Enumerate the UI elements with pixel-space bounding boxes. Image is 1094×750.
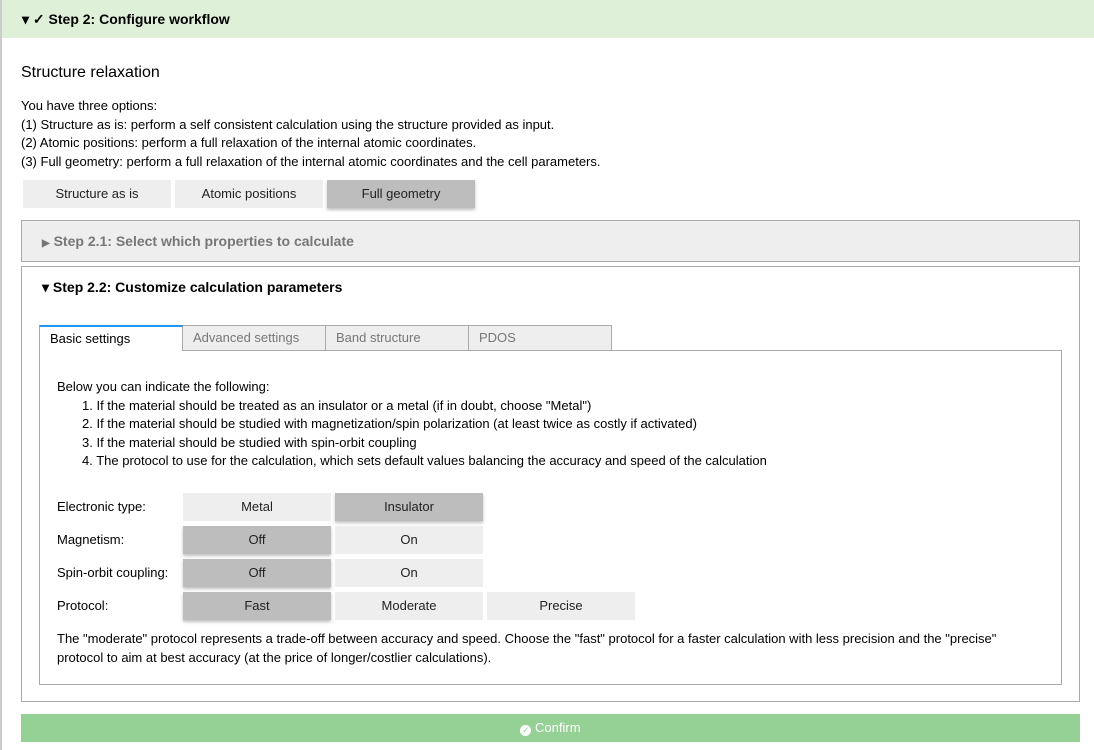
relax-option-atomic-positions[interactable]: Atomic positions (175, 180, 323, 208)
step21-accordion[interactable]: ▶ Step 2.1: Select which properties to c… (21, 220, 1080, 262)
list-item: 3. If the material should be studied wit… (82, 434, 417, 450)
relax-option-structure-as-is[interactable]: Structure as is (23, 180, 171, 208)
magnetism-label: Magnetism: (57, 532, 125, 547)
confirm-button[interactable]: ✓ Confirm (21, 714, 1080, 742)
electronic-metal-button[interactable]: Metal (183, 493, 331, 521)
list-item: 1. If the material should be treated as … (82, 397, 592, 413)
step22-title: Step 2.2: Customize calculation paramete… (52, 279, 343, 295)
tab-band-structure[interactable]: Band structure (325, 325, 469, 351)
caret-down-icon: ▾ (42, 279, 50, 295)
magnetism-on-button[interactable]: On (335, 526, 483, 554)
relax-option-full-geometry[interactable]: Full geometry (327, 180, 475, 208)
protocol-precise-button[interactable]: Precise (487, 592, 635, 620)
soc-off-button[interactable]: Off (183, 559, 331, 587)
soc-on-button[interactable]: On (335, 559, 483, 587)
tab-basic-settings[interactable]: Basic settings (39, 325, 183, 351)
protocol-moderate-button[interactable]: Moderate (335, 592, 483, 620)
tab-advanced-settings[interactable]: Advanced settings (182, 325, 326, 351)
step22-accordion: ▾ Step 2.2: Customize calculation parame… (21, 266, 1080, 702)
intro-list: 1. If the material should be treated as … (57, 397, 767, 471)
basic-intro: Below you can indicate the following: 1.… (57, 378, 767, 471)
electronic-type-label: Electronic type: (57, 499, 146, 514)
magnetism-off-button[interactable]: Off (183, 526, 331, 554)
electronic-insulator-button[interactable]: Insulator (335, 493, 483, 521)
soc-label: Spin-orbit coupling: (57, 565, 169, 580)
list-item: 4. The protocol to use for the calculati… (82, 453, 767, 468)
step21-title: Step 2.1: Select which properties to cal… (53, 233, 354, 249)
caret-right-icon: ▶ (42, 238, 50, 249)
protocol-fast-button[interactable]: Fast (183, 592, 331, 620)
step22-header[interactable]: ▾ Step 2.2: Customize calculation parame… (42, 279, 342, 296)
caret-down-icon: ▾ (22, 11, 30, 27)
check-icon: ✓ (32, 11, 45, 27)
relax-description: You have three options: (1) Structure as… (21, 97, 601, 171)
protocol-note: The "moderate" protocol represents a tra… (57, 631, 997, 665)
desc-line: (2) Atomic positions: perform a full rel… (21, 135, 477, 150)
desc-line: (3) Full geometry: perform a full relaxa… (21, 153, 601, 169)
intro-text: Below you can indicate the following: (57, 379, 270, 394)
desc-line: You have three options: (21, 98, 158, 113)
section-title: Structure relaxation (21, 64, 160, 81)
step2-title: Step 2: Configure workflow (48, 11, 230, 27)
desc-line: (1) Structure as is: perform a self cons… (21, 116, 555, 132)
tab-pdos[interactable]: PDOS (468, 325, 612, 351)
step2-header[interactable]: ▾ ✓ Step 2: Configure workflow (2, 0, 1094, 38)
tab-panel (39, 350, 1062, 685)
check-circle-icon: ✓ (520, 725, 532, 736)
protocol-label: Protocol: (57, 598, 109, 613)
list-item: 2. If the material should be studied wit… (82, 416, 697, 431)
confirm-label: Confirm (535, 720, 581, 735)
